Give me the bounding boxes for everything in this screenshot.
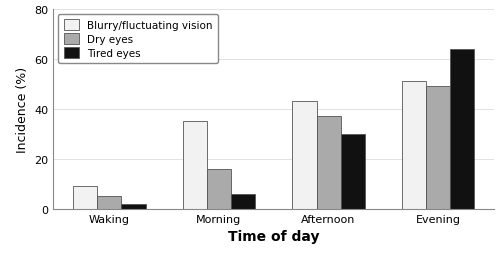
Bar [292, 102, 316, 209]
X-axis label: Time of day: Time of day [228, 229, 320, 243]
Bar [316, 117, 340, 209]
Bar [402, 82, 426, 209]
Bar [207, 169, 231, 209]
Bar [98, 197, 122, 209]
Y-axis label: Incidence (%): Incidence (%) [16, 66, 28, 152]
Bar [122, 204, 146, 209]
Legend: Blurry/fluctuating vision, Dry eyes, Tired eyes: Blurry/fluctuating vision, Dry eyes, Tir… [58, 15, 218, 64]
Bar [340, 134, 365, 209]
Bar [450, 50, 474, 209]
Bar [183, 122, 207, 209]
Bar [73, 187, 98, 209]
Bar [231, 194, 255, 209]
Bar [426, 87, 450, 209]
